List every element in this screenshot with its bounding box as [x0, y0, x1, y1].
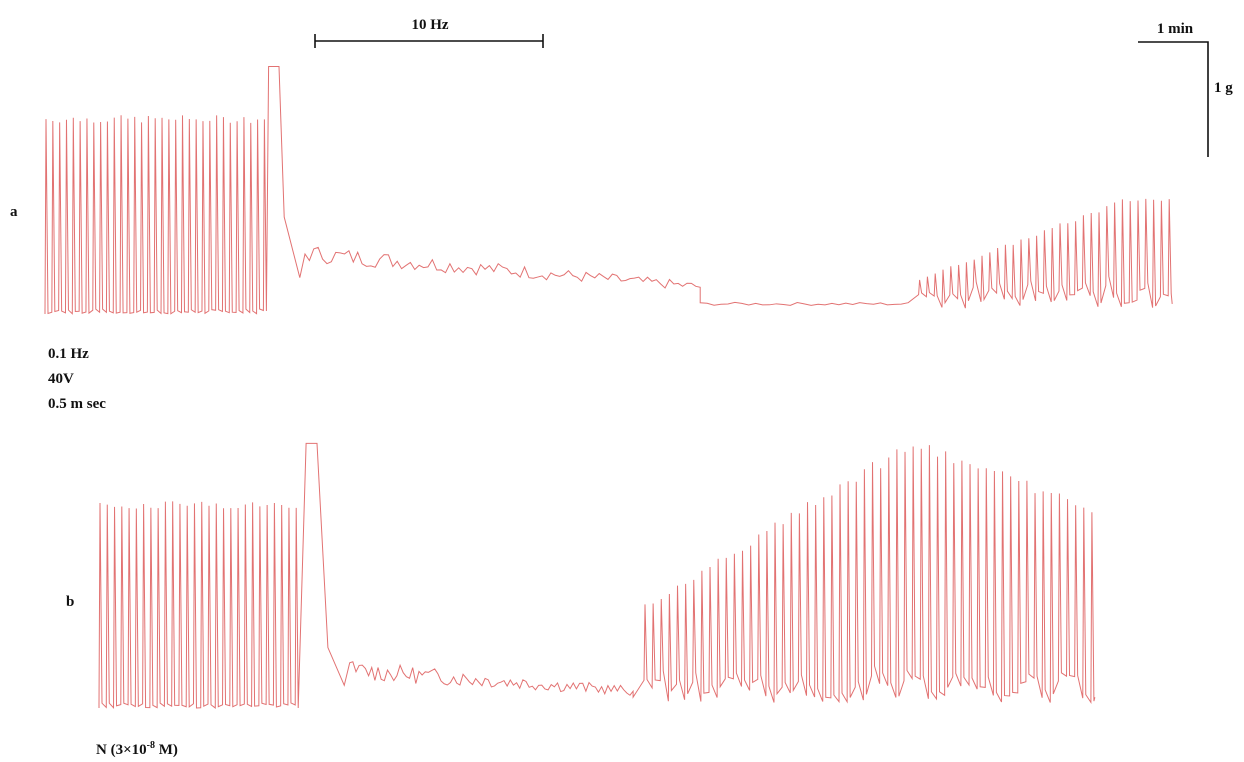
drug-label: N (3×10-8 M)	[96, 740, 178, 758]
stim-frequency: 0.1 Hz	[48, 346, 89, 362]
drug-label-prefix: N (3×10	[96, 742, 147, 758]
time-scale-label: 1 min	[1157, 21, 1194, 37]
drug-label-suffix: M)	[155, 742, 178, 758]
stim-params: 0.1 Hz 40V 0.5 m sec	[48, 346, 106, 412]
calibration-bar: 1 min 1 g	[1138, 21, 1233, 157]
trace-a	[44, 66, 1173, 315]
stim-duration: 0.5 m sec	[48, 396, 106, 412]
trace-b	[98, 442, 1096, 710]
trace-b-line	[98, 442, 1096, 710]
panel-label-b: b	[66, 594, 74, 610]
stim-bar: 10 Hz	[314, 17, 544, 48]
force-scale-label: 1 g	[1214, 80, 1233, 96]
trace-a-line	[44, 66, 1173, 315]
stim-voltage: 40V	[48, 371, 74, 387]
stim-bar-label: 10 Hz	[411, 17, 448, 33]
drug-label-exponent: -8	[147, 740, 155, 751]
calibration-bar-line	[1138, 41, 1209, 157]
panel-label-a: a	[10, 204, 18, 220]
